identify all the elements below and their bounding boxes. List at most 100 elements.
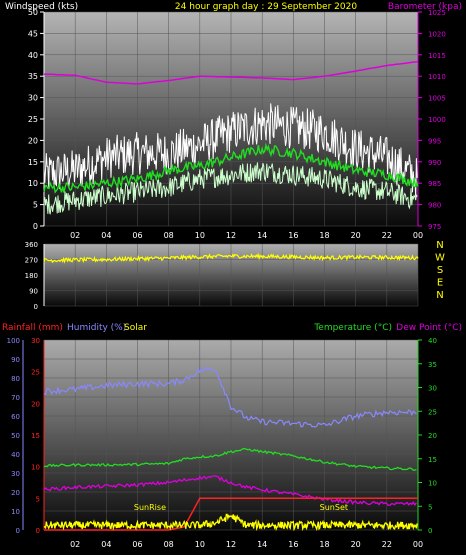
tick-label: 15	[28, 158, 38, 167]
rainfall-tick: 20	[31, 400, 40, 408]
humidity-tick: 90	[11, 356, 20, 364]
tick-label: 00	[413, 231, 423, 240]
temperature-line	[43, 447, 417, 471]
tick-label: 180	[25, 272, 38, 280]
direction-line	[43, 252, 419, 264]
tick-label: 20	[351, 231, 361, 240]
temp-tick: 20	[428, 432, 437, 440]
tick-label: 16	[288, 231, 298, 240]
rainfall-tick: 0	[36, 527, 40, 535]
tick-label: 10	[195, 231, 205, 240]
humidity-tick: 60	[11, 413, 20, 421]
tick-label: 50	[28, 8, 38, 17]
tick-label: 45	[28, 29, 38, 38]
tick-label: 20	[28, 136, 38, 145]
compass-label: N	[436, 290, 443, 301]
tick-label: 22	[382, 540, 392, 549]
tick-label: 12	[226, 540, 236, 549]
humidity-tick: 40	[11, 451, 20, 459]
rainfall-tick: 10	[31, 464, 40, 472]
tick-label: 1005	[428, 95, 446, 103]
average-line	[43, 142, 419, 194]
tick-label: 1020	[428, 30, 446, 38]
temp-tick: 35	[428, 361, 437, 369]
sunset-label: SunSet	[320, 503, 348, 512]
tick-label: 40	[28, 51, 38, 60]
sunrise-label: SunRise	[134, 503, 166, 512]
compass-label: S	[437, 265, 443, 276]
tick-label: 10	[195, 540, 205, 549]
humidity-tick: 80	[11, 375, 20, 383]
temp-tick: 10	[428, 480, 437, 488]
tick-label: 02	[70, 231, 80, 240]
temperature-axis-title: Temperature (°C)	[313, 323, 392, 333]
tick-label: 975	[428, 223, 441, 231]
compass-label: N	[436, 240, 443, 251]
tick-label: 14	[257, 540, 267, 549]
rainfall-axis-title: Rainfall (mm)	[2, 323, 63, 333]
solar-axis-title: Solar	[124, 323, 147, 333]
humidity-tick: 100	[7, 337, 20, 345]
temp-tick: 15	[428, 456, 437, 464]
tick-label: 0	[34, 303, 38, 311]
humidity-tick: 30	[11, 470, 20, 478]
tick-label: 985	[428, 180, 441, 188]
temp-tick: 40	[428, 337, 437, 345]
dewpoint-axis-title: Dew Point (°C)	[396, 323, 462, 333]
rainfall-tick: 25	[31, 369, 40, 377]
rainfall-line	[44, 497, 418, 531]
tick-label: 1025	[428, 9, 446, 17]
tick-label: 360	[25, 241, 38, 249]
tick-label: 1010	[428, 73, 446, 81]
dewpoint-line	[43, 475, 417, 507]
tick-label: 08	[164, 540, 174, 549]
humidity-tick: 0	[16, 527, 20, 535]
tick-label: 06	[132, 231, 142, 240]
tick-label: 00	[413, 540, 423, 549]
tick-label: 18	[319, 231, 329, 240]
tick-label: 12	[226, 231, 236, 240]
tick-label: 04	[101, 231, 111, 240]
humidity-tick: 20	[11, 489, 20, 497]
humidity-tick: 70	[11, 394, 20, 402]
temp-tick: 5	[428, 503, 432, 511]
tick-label: 990	[428, 159, 441, 167]
humidity-axis-title: Humidity (%)	[67, 323, 126, 333]
tick-label: 35	[28, 72, 38, 81]
humidity-tick: 50	[11, 432, 20, 440]
tick-label: 5	[33, 201, 38, 210]
tick-label: 995	[428, 137, 441, 145]
rainfall-tick: 15	[31, 432, 40, 440]
tick-label: 22	[382, 231, 392, 240]
compass-label: W	[435, 253, 445, 264]
rainfall-tick: 30	[31, 337, 40, 345]
gust-line	[43, 103, 418, 198]
tick-label: 14	[257, 231, 267, 240]
tick-label: 270	[25, 257, 38, 265]
compass-label: E	[437, 278, 443, 289]
tick-label: 08	[164, 231, 174, 240]
wind-axis-title: Windspeed (kts)	[5, 2, 78, 12]
tick-label: 02	[70, 540, 80, 549]
temp-tick: 30	[428, 385, 437, 393]
tick-label: 30	[28, 94, 38, 103]
tick-label: 16	[288, 540, 298, 549]
tick-label: 06	[132, 540, 142, 549]
temp-tick: 0	[428, 527, 432, 535]
tick-label: 25	[28, 115, 38, 124]
barometer-axis-title: Barometer (kpa)	[388, 2, 462, 12]
humidity-line	[43, 366, 417, 428]
graph-title: 24 hour graph day : 29 September 2020	[175, 2, 357, 12]
tick-label: 0	[33, 222, 38, 231]
tick-label: 1015	[428, 52, 446, 60]
lull-line	[43, 162, 418, 215]
solar-line	[43, 513, 418, 532]
tick-label: 10	[28, 179, 38, 188]
tick-label: 20	[351, 540, 361, 549]
tick-label: 1000	[428, 116, 446, 124]
temp-tick: 25	[428, 408, 437, 416]
barometer-line	[43, 60, 419, 85]
tick-label: 90	[29, 288, 38, 296]
humidity-tick: 10	[11, 508, 20, 516]
